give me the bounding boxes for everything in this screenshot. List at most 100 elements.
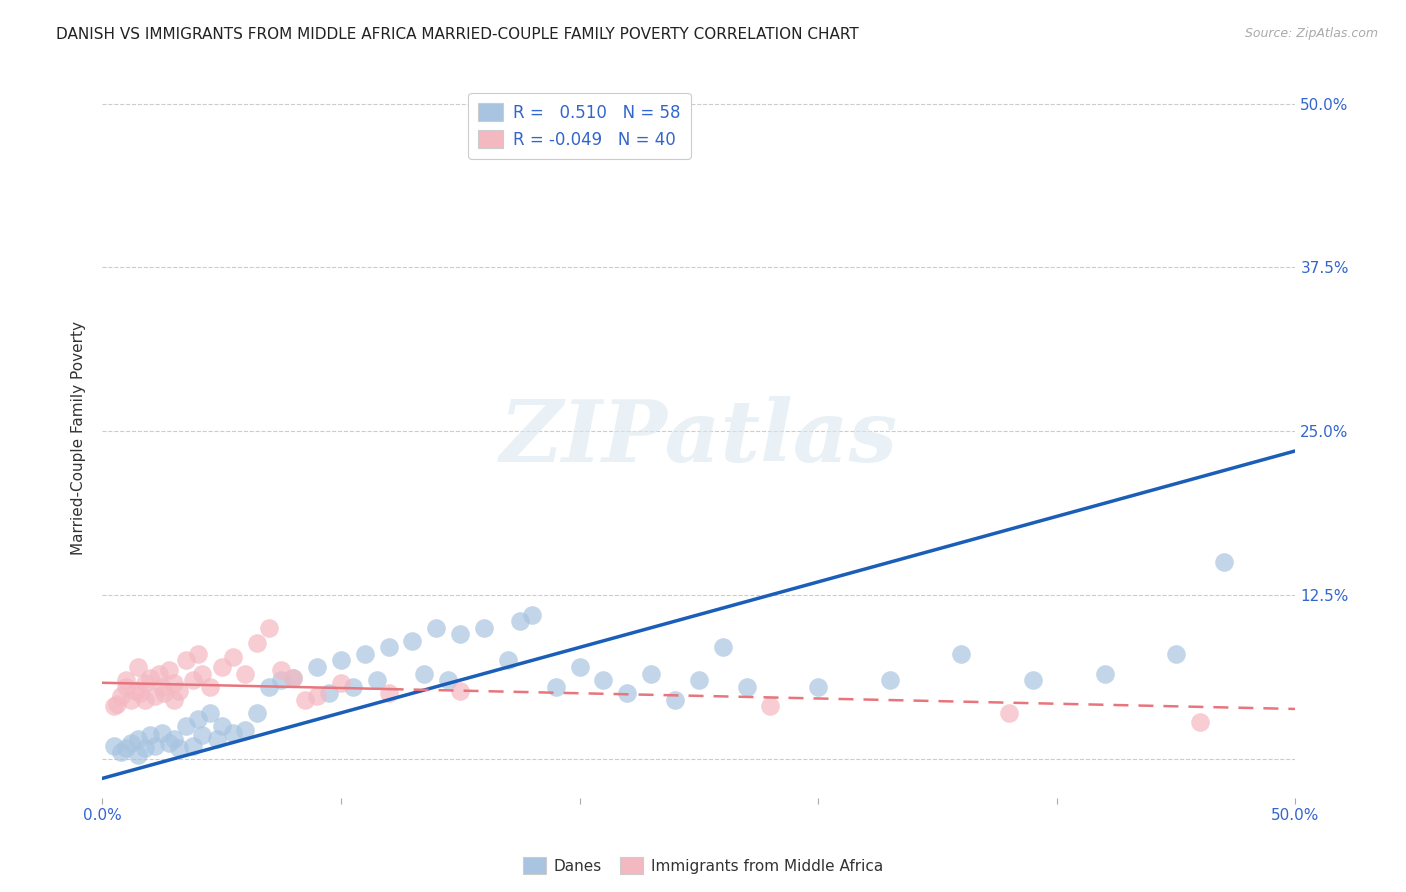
Point <box>759 699 782 714</box>
Point <box>110 689 132 703</box>
Point <box>198 680 221 694</box>
Legend: R =   0.510   N = 58, R = -0.049   N = 40: R = 0.510 N = 58, R = -0.049 N = 40 <box>468 93 690 159</box>
Point <box>127 732 149 747</box>
Point <box>148 666 170 681</box>
Point <box>1188 714 1211 729</box>
Point <box>998 706 1021 720</box>
Point <box>181 739 204 753</box>
Point <box>246 706 269 720</box>
Point <box>191 666 214 681</box>
Point <box>103 739 125 753</box>
Point <box>568 660 591 674</box>
Point <box>353 647 375 661</box>
Point <box>143 739 166 753</box>
Point <box>181 673 204 687</box>
Point <box>153 686 176 700</box>
Point <box>110 745 132 759</box>
Point <box>401 633 423 648</box>
Point <box>205 732 228 747</box>
Point <box>807 680 830 694</box>
Point <box>329 653 352 667</box>
Point <box>105 697 128 711</box>
Point <box>259 680 281 694</box>
Point <box>211 719 233 733</box>
Point <box>544 680 567 694</box>
Point <box>592 673 614 687</box>
Point <box>157 663 180 677</box>
Point <box>191 728 214 742</box>
Point <box>950 647 973 661</box>
Point <box>616 686 638 700</box>
Point <box>222 725 245 739</box>
Point <box>235 723 257 737</box>
Point <box>270 663 292 677</box>
Point <box>711 640 734 655</box>
Point <box>187 713 209 727</box>
Point <box>211 660 233 674</box>
Point <box>425 621 447 635</box>
Point <box>235 666 257 681</box>
Point <box>413 666 436 681</box>
Point <box>735 680 758 694</box>
Point <box>305 689 328 703</box>
Point <box>115 680 138 694</box>
Point <box>1212 555 1234 569</box>
Point <box>437 673 460 687</box>
Point <box>449 627 471 641</box>
Point <box>127 660 149 674</box>
Point <box>134 741 156 756</box>
Point <box>509 614 531 628</box>
Point <box>163 693 186 707</box>
Point <box>294 693 316 707</box>
Point <box>366 673 388 687</box>
Point <box>174 719 197 733</box>
Point <box>259 621 281 635</box>
Point <box>139 728 162 742</box>
Legend: Danes, Immigrants from Middle Africa: Danes, Immigrants from Middle Africa <box>517 851 889 880</box>
Point <box>167 741 190 756</box>
Point <box>281 671 304 685</box>
Point <box>163 732 186 747</box>
Point <box>143 689 166 703</box>
Point <box>115 673 138 687</box>
Point <box>103 699 125 714</box>
Point <box>120 736 142 750</box>
Point <box>1094 666 1116 681</box>
Point <box>377 686 399 700</box>
Point <box>167 683 190 698</box>
Point <box>329 675 352 690</box>
Point <box>134 675 156 690</box>
Point <box>129 686 152 700</box>
Point <box>222 649 245 664</box>
Point <box>664 693 686 707</box>
Y-axis label: Married-Couple Family Poverty: Married-Couple Family Poverty <box>72 321 86 555</box>
Text: Source: ZipAtlas.com: Source: ZipAtlas.com <box>1244 27 1378 40</box>
Point <box>688 673 710 687</box>
Point <box>879 673 901 687</box>
Point <box>377 640 399 655</box>
Point <box>134 693 156 707</box>
Point <box>246 636 269 650</box>
Point <box>281 671 304 685</box>
Point <box>127 747 149 762</box>
Point <box>342 680 364 694</box>
Point <box>150 725 173 739</box>
Point <box>270 673 292 687</box>
Point <box>640 666 662 681</box>
Text: DANISH VS IMMIGRANTS FROM MIDDLE AFRICA MARRIED-COUPLE FAMILY POVERTY CORRELATIO: DANISH VS IMMIGRANTS FROM MIDDLE AFRICA … <box>56 27 859 42</box>
Point <box>187 647 209 661</box>
Text: ZIPatlas: ZIPatlas <box>499 396 898 480</box>
Point <box>120 693 142 707</box>
Point <box>198 706 221 720</box>
Point <box>318 686 340 700</box>
Point <box>496 653 519 667</box>
Point <box>157 736 180 750</box>
Point <box>124 683 146 698</box>
Point <box>1022 673 1045 687</box>
Point <box>449 683 471 698</box>
Point <box>174 653 197 667</box>
Point <box>115 741 138 756</box>
Point <box>472 621 495 635</box>
Point <box>139 671 162 685</box>
Point <box>163 675 186 690</box>
